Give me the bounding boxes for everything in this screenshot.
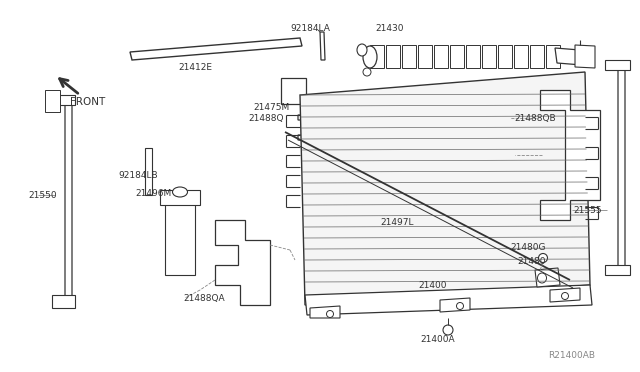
Text: 21488QB: 21488QB [514, 113, 556, 122]
Polygon shape [450, 45, 464, 68]
Polygon shape [165, 195, 195, 275]
Text: 21550: 21550 [28, 190, 56, 199]
Text: 21497L: 21497L [380, 218, 413, 227]
Text: 92184LA: 92184LA [290, 23, 330, 32]
Polygon shape [418, 45, 432, 68]
Text: R21400AB: R21400AB [548, 350, 595, 359]
Text: 21400: 21400 [418, 280, 447, 289]
Ellipse shape [561, 292, 568, 299]
Polygon shape [310, 306, 340, 318]
Ellipse shape [363, 46, 377, 68]
Text: 21555: 21555 [573, 205, 602, 215]
Polygon shape [605, 60, 630, 70]
Polygon shape [145, 148, 152, 195]
Ellipse shape [538, 273, 547, 283]
Ellipse shape [357, 44, 367, 56]
Ellipse shape [538, 253, 547, 263]
Polygon shape [370, 45, 384, 68]
Text: 21496M: 21496M [135, 189, 172, 198]
Ellipse shape [443, 325, 453, 335]
Polygon shape [440, 298, 470, 312]
Text: 21430: 21430 [375, 23, 403, 32]
Polygon shape [466, 45, 480, 68]
Polygon shape [52, 295, 75, 308]
Text: FRONT: FRONT [70, 97, 105, 107]
Polygon shape [320, 32, 325, 60]
Polygon shape [281, 78, 306, 104]
Polygon shape [555, 48, 582, 65]
Polygon shape [605, 265, 630, 275]
Polygon shape [575, 45, 595, 68]
Polygon shape [535, 268, 560, 287]
Polygon shape [300, 72, 590, 305]
Polygon shape [514, 45, 528, 68]
Polygon shape [386, 45, 400, 68]
Ellipse shape [326, 311, 333, 317]
Polygon shape [45, 90, 60, 112]
Polygon shape [215, 220, 270, 305]
Polygon shape [52, 95, 75, 105]
Text: 21412E: 21412E [178, 62, 212, 71]
Ellipse shape [173, 187, 188, 197]
Polygon shape [546, 45, 560, 68]
Text: 21480G: 21480G [510, 244, 545, 253]
Polygon shape [298, 115, 338, 140]
Text: 21400A: 21400A [420, 336, 454, 344]
Polygon shape [482, 45, 496, 68]
Polygon shape [402, 45, 416, 68]
Text: 92184LB: 92184LB [118, 170, 157, 180]
Polygon shape [530, 45, 544, 68]
Ellipse shape [363, 68, 371, 76]
Text: 21475M: 21475M [253, 103, 289, 112]
Text: 21488QA: 21488QA [183, 294, 225, 302]
Polygon shape [550, 288, 580, 302]
Text: 21480: 21480 [517, 257, 545, 266]
Polygon shape [608, 65, 625, 273]
Polygon shape [160, 190, 200, 205]
Polygon shape [498, 45, 512, 68]
Polygon shape [540, 90, 600, 220]
Ellipse shape [456, 302, 463, 310]
Text: 21488Q: 21488Q [248, 113, 284, 122]
Polygon shape [55, 100, 72, 303]
Polygon shape [434, 45, 448, 68]
Polygon shape [130, 38, 302, 60]
Polygon shape [305, 285, 592, 315]
